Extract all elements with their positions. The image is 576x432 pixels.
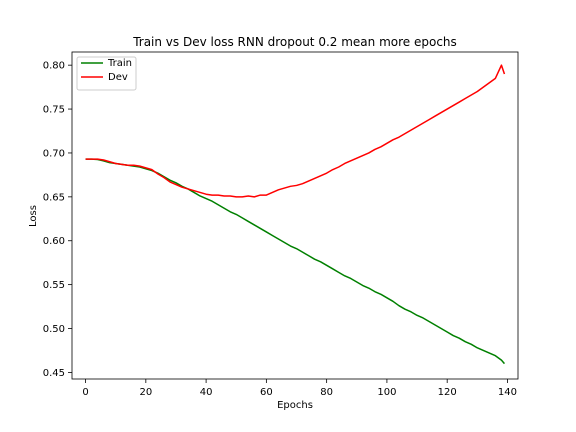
- x-tick-label: 140: [498, 387, 517, 398]
- x-axis-label: Epochs: [277, 400, 313, 411]
- x-tick-label: 40: [200, 387, 213, 398]
- legend-label-train: Train: [107, 58, 132, 69]
- legend: Train Dev: [77, 57, 136, 90]
- y-tick-label: 0.70: [43, 148, 65, 159]
- x-tick-label: 20: [139, 387, 152, 398]
- x-tick-label: 0: [82, 387, 88, 398]
- x-tick-label: 100: [377, 387, 396, 398]
- y-tick-label: 0.55: [43, 280, 65, 291]
- x-tick-label: 120: [438, 387, 457, 398]
- x-tick-label: 80: [320, 387, 333, 398]
- x-tick-label: 60: [260, 387, 273, 398]
- y-tick-label: 0.75: [43, 105, 65, 116]
- y-tick-label: 0.60: [43, 236, 65, 247]
- chart-title: Train vs Dev loss RNN dropout 0.2 mean m…: [132, 35, 457, 49]
- y-tick-label: 0.45: [43, 368, 65, 379]
- y-tick-label: 0.50: [43, 324, 65, 335]
- y-axis-label: Loss: [28, 205, 39, 227]
- y-tick-label: 0.80: [43, 61, 65, 72]
- legend-label-dev: Dev: [108, 72, 128, 83]
- y-tick-label: 0.65: [43, 192, 65, 203]
